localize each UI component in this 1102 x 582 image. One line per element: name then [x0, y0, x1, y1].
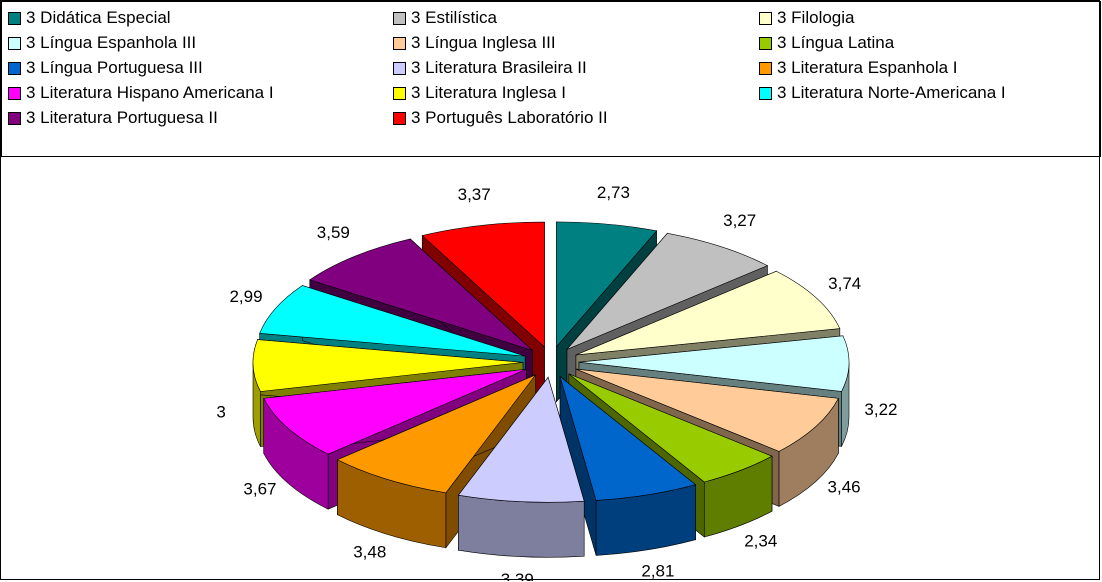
legend-swatch — [759, 11, 772, 25]
data-label: 3,74 — [828, 274, 861, 293]
data-label: 3,48 — [353, 543, 386, 562]
legend-label: 3 Língua Portuguesa III — [26, 58, 203, 77]
legend-swatch — [759, 36, 772, 50]
legend-item: 3 Língua Inglesa III — [393, 32, 556, 54]
legend-item: 3 Língua Espanhola III — [8, 32, 196, 54]
legend-swatch — [759, 86, 772, 100]
legend-swatch — [393, 61, 406, 75]
legend-item: 3 Literatura Portuguesa II — [8, 107, 218, 129]
data-label: 2,34 — [744, 532, 777, 551]
legend-swatch — [8, 61, 21, 75]
pie-plot: 2,73 3,27 3,74 3,22 3,46 2,34 2,81 3,39 3,48 3,67… — [216, 183, 897, 581]
data-label: 3,22 — [864, 400, 897, 419]
data-label: 3,59 — [317, 223, 350, 242]
data-label: 3,39 — [501, 570, 534, 581]
legend: 3 Didática Especial 3 Estilística 3 Filolo… — [1, 1, 1101, 157]
data-label: 3,67 — [243, 480, 276, 499]
legend-label: 3 Literatura Portuguesa II — [26, 108, 218, 127]
legend-label: 3 Português Laboratório II — [411, 108, 608, 127]
legend-label: 3 Língua Latina — [777, 33, 895, 52]
pie-slice — [457, 376, 585, 558]
legend-label: 3 Didática Especial — [26, 8, 171, 27]
legend-label: 3 Literatura Norte-Americana I — [777, 83, 1006, 102]
data-label: 2,73 — [597, 183, 630, 202]
legend-item: 3 Língua Portuguesa III — [8, 57, 203, 79]
legend-item: 3 Didática Especial — [8, 7, 171, 29]
legend-swatch — [8, 36, 21, 50]
legend-label: 3 Literatura Espanhola I — [777, 58, 958, 77]
pie-slice — [559, 375, 697, 556]
data-label: 3,46 — [828, 478, 861, 497]
legend-item: 3 Estilística — [393, 7, 497, 29]
legend-swatch — [8, 86, 21, 100]
legend-item: 3 Literatura Espanhola I — [759, 57, 958, 79]
legend-label: 3 Literatura Inglesa I — [411, 83, 566, 102]
legend-swatch — [8, 111, 21, 125]
legend-label: 3 Língua Inglesa III — [411, 33, 556, 52]
legend-item: 3 Literatura Brasileira II — [393, 57, 587, 79]
legend-item: 3 Filologia — [759, 7, 855, 29]
legend-label: 3 Literatura Hispano Americana I — [26, 83, 274, 102]
legend-label: 3 Estilística — [411, 8, 497, 27]
legend-item: 3 Literatura Inglesa I — [393, 82, 566, 104]
legend-swatch — [393, 36, 406, 50]
legend-swatch — [8, 11, 21, 25]
legend-label: 3 Literatura Brasileira II — [411, 58, 587, 77]
legend-swatch — [393, 11, 406, 25]
data-label: 2,81 — [641, 562, 674, 581]
legend-label: 3 Filologia — [777, 8, 855, 27]
legend-item: 3 Literatura Norte-Americana I — [759, 82, 1006, 104]
data-label: 3,37 — [458, 185, 491, 204]
data-label: 2,99 — [229, 287, 262, 306]
legend-swatch — [393, 86, 406, 100]
legend-swatch — [393, 111, 406, 125]
legend-item: 3 Literatura Hispano Americana I — [8, 82, 274, 104]
data-label: 3 — [216, 402, 225, 421]
legend-label: 3 Língua Espanhola III — [26, 33, 197, 52]
legend-swatch — [759, 61, 772, 75]
data-label: 3,27 — [723, 211, 756, 230]
legend-item: 3 Português Laboratório II — [393, 107, 608, 129]
legend-item: 3 Língua Latina — [759, 32, 894, 54]
